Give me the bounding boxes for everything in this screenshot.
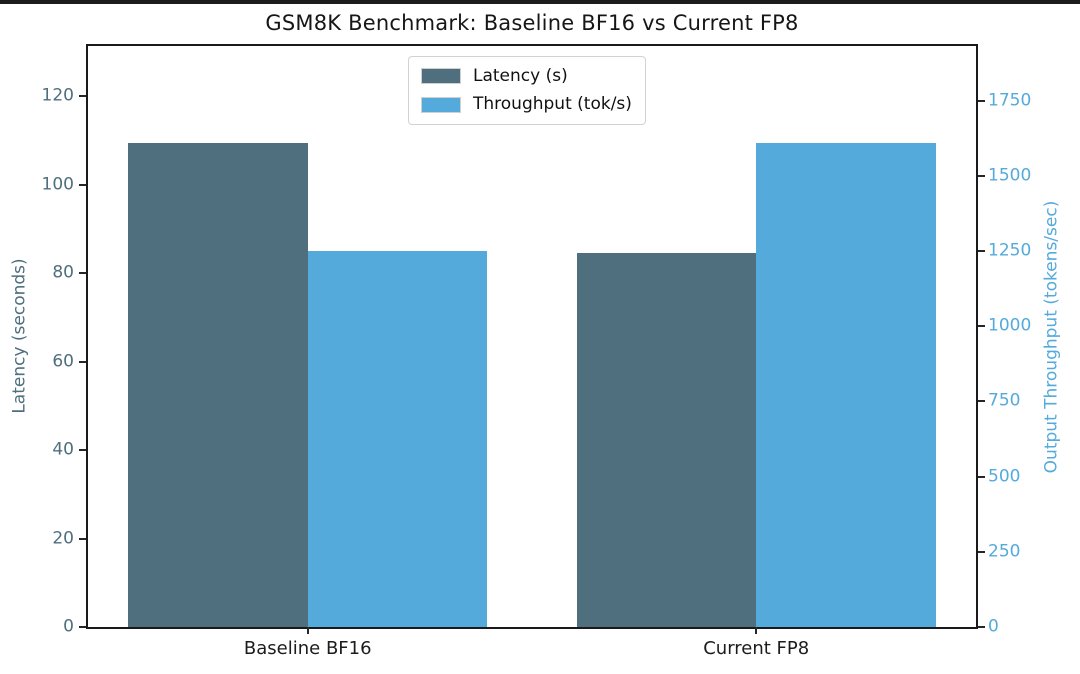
x-axis-tick (755, 627, 758, 634)
right-axis-tick-label: 500 (988, 466, 1021, 487)
right-axis-tick (978, 250, 985, 253)
right-axis-tick (978, 550, 985, 553)
screen-top-edge (0, 0, 1080, 4)
x-axis-tick (306, 627, 309, 634)
legend: Latency (s) Throughput (tok/s) (408, 56, 646, 125)
left-axis-tick-label: 20 (52, 528, 74, 549)
legend-swatch-latency (421, 68, 461, 85)
right-axis-tick-label: 0 (988, 616, 999, 637)
right-axis-tick (978, 626, 985, 628)
left-axis-tick (79, 95, 86, 98)
left-axis-tick-label: 60 (52, 351, 74, 372)
right-axis-tick-label: 1000 (988, 315, 1032, 336)
legend-label-throughput: Throughput (tok/s) (473, 94, 632, 115)
left-y-axis-label: Latency (seconds) (9, 258, 30, 414)
right-axis-tick (978, 400, 985, 403)
chart-title: GSM8K Benchmark: Baseline BF16 vs Curren… (265, 11, 799, 35)
right-axis-tick (978, 99, 985, 102)
left-axis-tick (79, 272, 86, 275)
x-axis-label-baseline-bf16: Baseline BF16 (243, 638, 372, 659)
left-axis-tick-label: 40 (52, 439, 74, 460)
right-axis-tick-label: 1500 (988, 165, 1032, 186)
left-axis-tick (79, 537, 86, 540)
left-axis-tick-label: 100 (41, 174, 74, 195)
left-axis-tick-label: 80 (52, 262, 74, 283)
right-y-axis-label: Output Throughput (tokens/sec) (1041, 200, 1062, 474)
x-axis-label-current-fp8: Current FP8 (703, 638, 810, 659)
right-axis-tick (978, 325, 985, 328)
right-axis-tick-label: 750 (988, 390, 1021, 411)
bar-latency-s-current-fp8 (576, 252, 757, 627)
legend-entry-latency: Latency (s) (421, 66, 632, 86)
right-axis-tick (978, 174, 985, 177)
bar-latency-s-baseline-bf16 (128, 142, 308, 627)
right-axis-tick (978, 475, 985, 478)
left-axis-tick (79, 449, 86, 452)
bar-throughput-tok-s-baseline-bf16 (307, 251, 488, 627)
right-axis-tick-label: 1250 (988, 240, 1032, 261)
left-axis-tick-label: 120 (41, 85, 74, 106)
bar-throughput-tok-s-current-fp8 (756, 142, 936, 627)
right-axis-tick-label: 1750 (988, 90, 1032, 111)
right-axis-tick-label: 250 (988, 541, 1021, 562)
legend-entry-throughput: Throughput (tok/s) (421, 94, 632, 115)
left-axis-tick-label: 0 (63, 616, 74, 637)
left-axis-tick (79, 626, 86, 628)
plot-area: Latency (s) Throughput (tok/s) 0 20 40 60 80… (42, 44, 1031, 658)
left-axis-tick (79, 360, 86, 363)
legend-swatch-throughput (421, 96, 461, 113)
left-axis-tick (79, 183, 86, 186)
legend-label-latency: Latency (s) (473, 66, 568, 86)
